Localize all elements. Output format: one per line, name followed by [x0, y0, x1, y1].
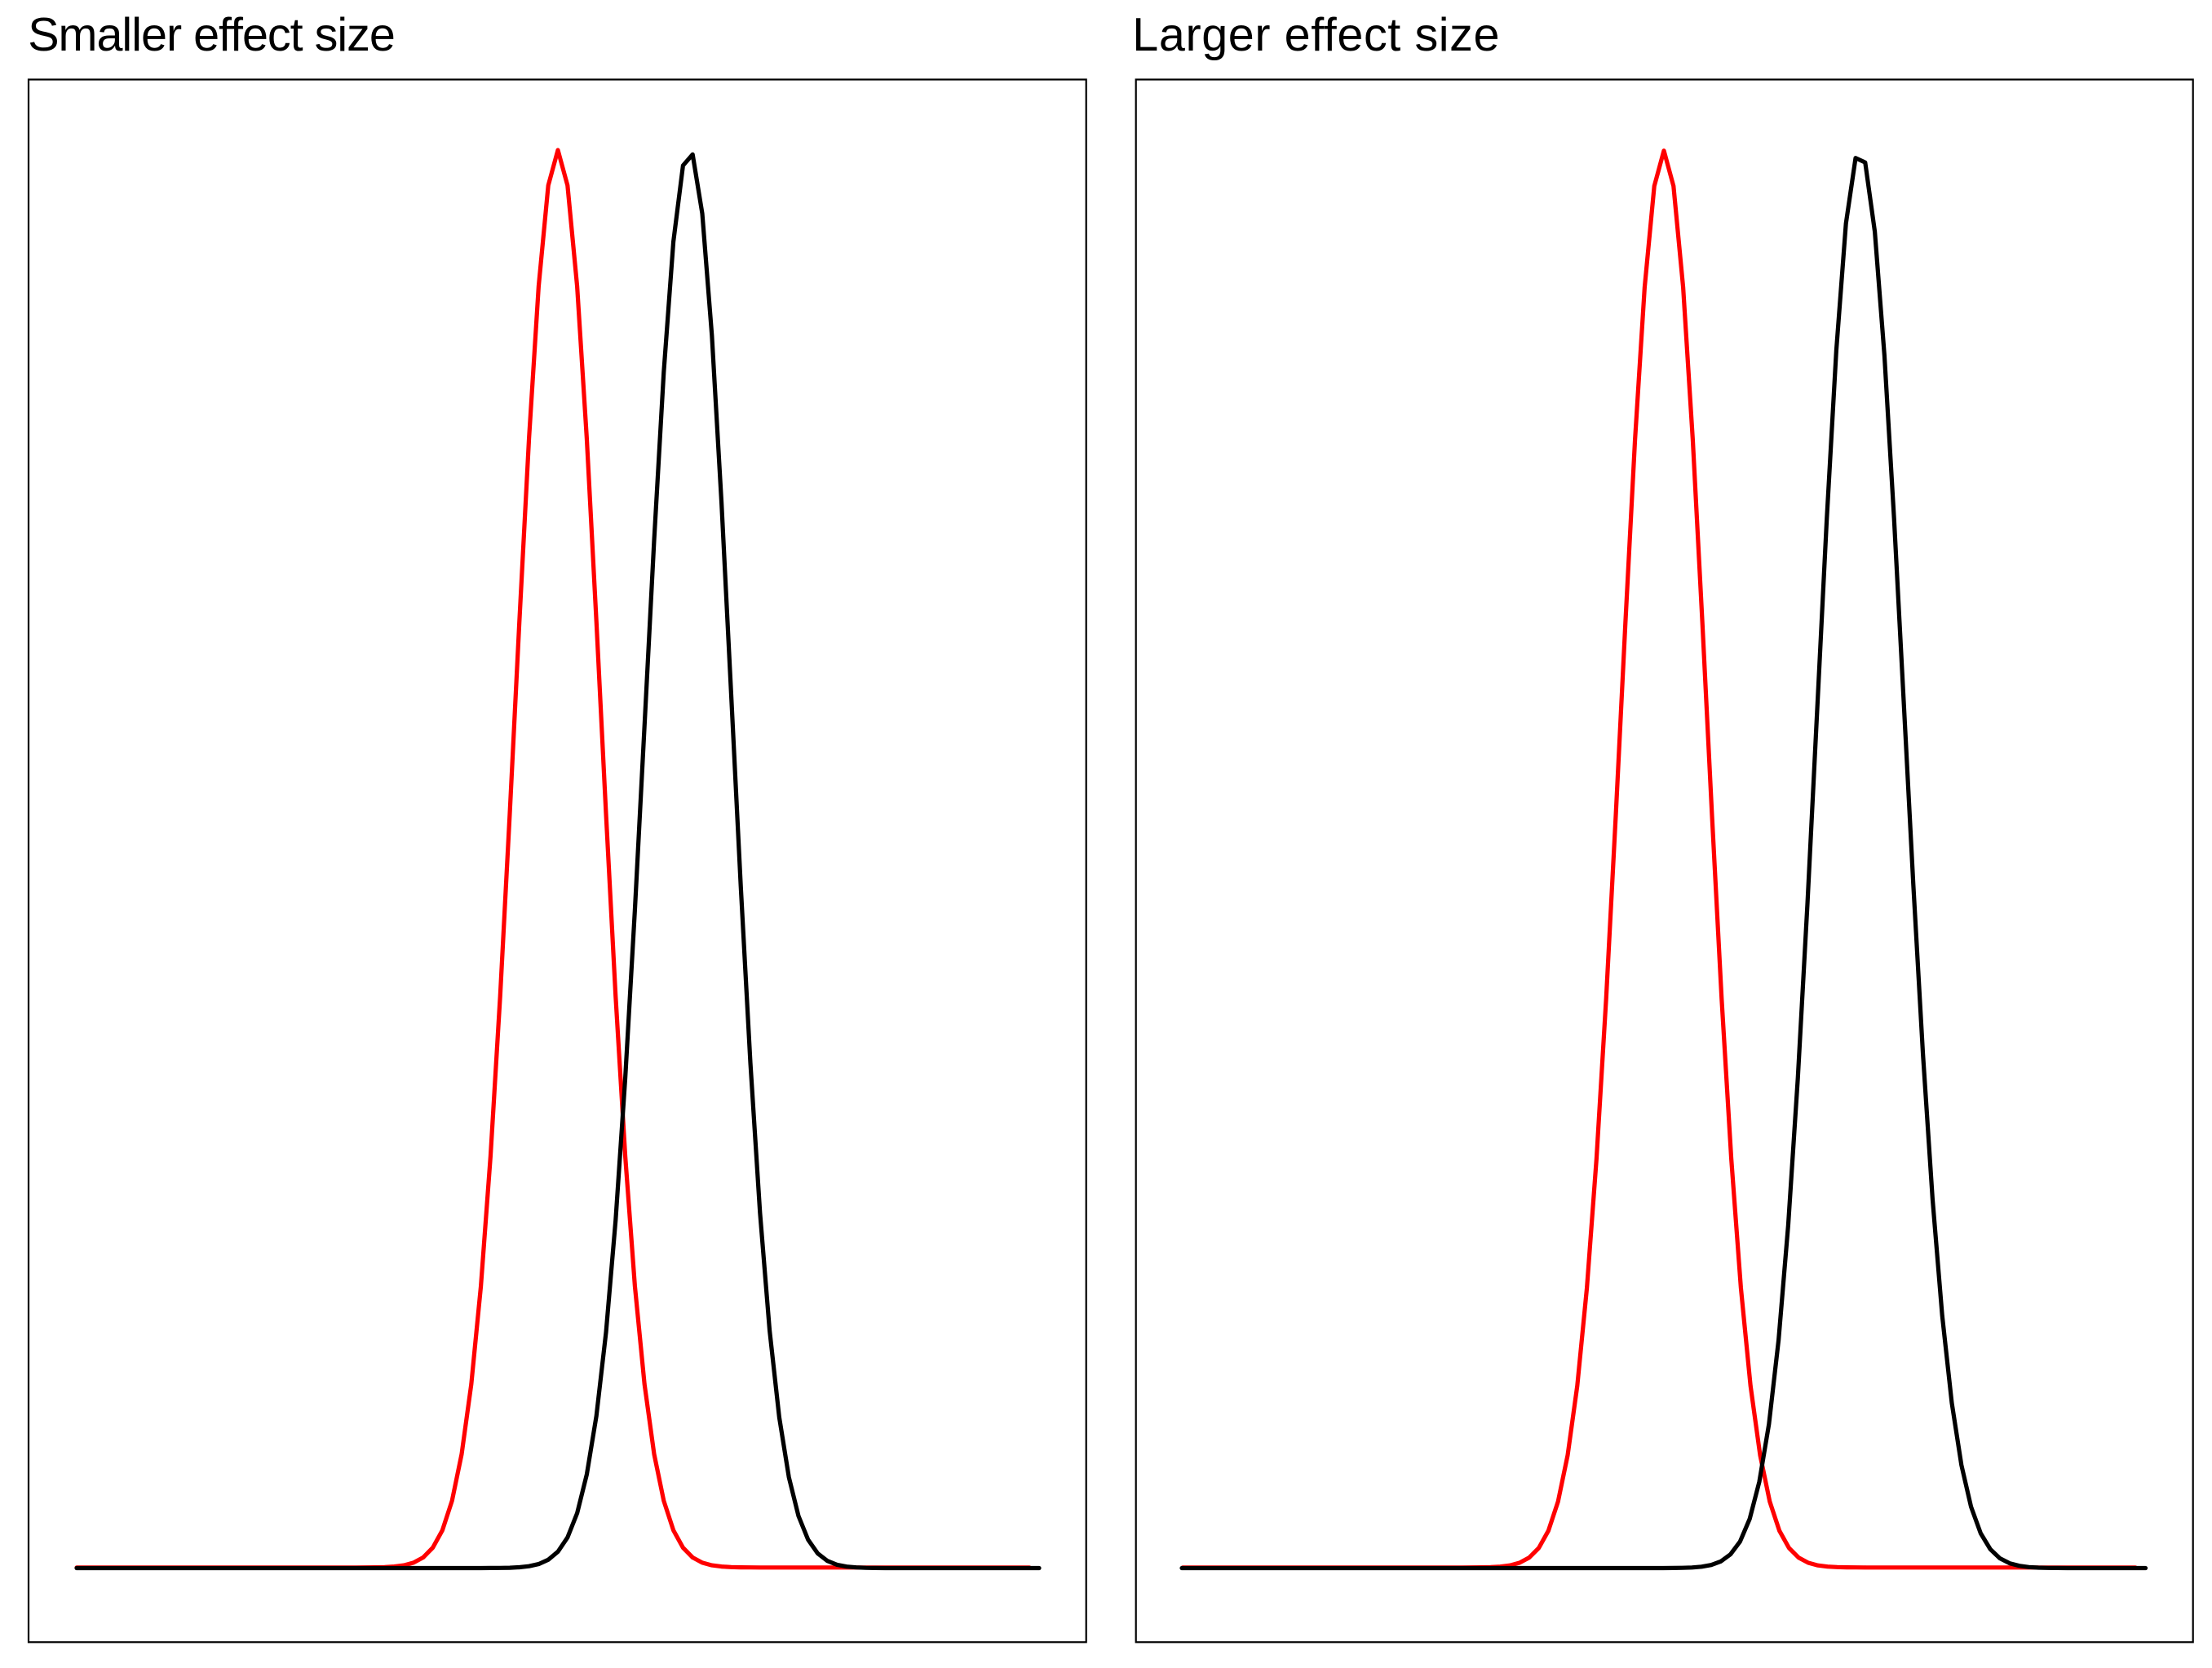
svg-text:Smaller effect size: Smaller effect size	[28, 9, 395, 61]
svg-text:Larger effect size: Larger effect size	[1132, 9, 1500, 61]
